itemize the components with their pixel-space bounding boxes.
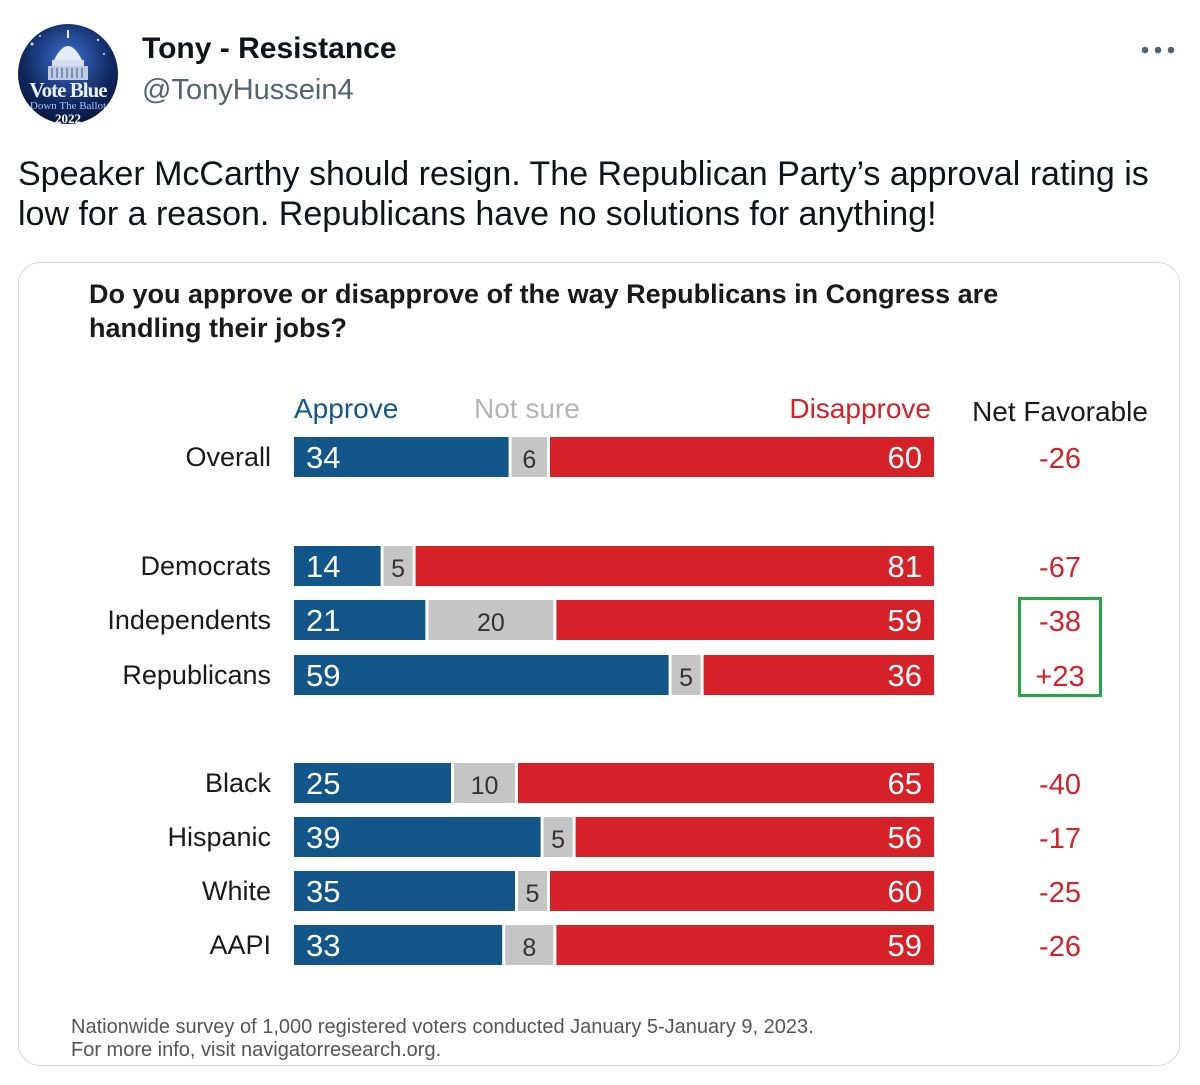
bar-approve-white [294, 871, 515, 911]
bar-not-sure-republicans [671, 655, 701, 695]
bar-approve-black [294, 763, 451, 803]
bar-label-approve-aapi: 33 [306, 928, 340, 963]
avatar[interactable]: Vote Blue Down The Ballot 2022 [18, 24, 118, 124]
bar-label-not-sure-black: 10 [471, 772, 499, 800]
bar-not-sure-black [454, 763, 515, 803]
bar-disapprove-overall [550, 437, 934, 477]
media-card[interactable]: Do you approve or disapprove of the way … [18, 262, 1180, 1066]
bar-label-disapprove-republicans: 36 [888, 658, 922, 693]
bar-label-not-sure-republicans: 5 [679, 664, 693, 692]
legend-not-sure: Not sure [474, 393, 580, 424]
user-handle[interactable]: @TonyHussein4 [142, 74, 354, 106]
legend-disapprove: Disapprove [789, 393, 931, 424]
bar-not-sure-hispanic [543, 817, 573, 857]
more-dots-icon [1141, 46, 1175, 54]
bar-label-approve-democrats: 14 [306, 549, 340, 584]
bar-label-disapprove-overall: 60 [888, 440, 922, 475]
bar-disapprove-democrats [415, 546, 935, 586]
bar-label-approve-overall: 34 [306, 440, 340, 475]
bar-label-disapprove-black: 65 [888, 766, 922, 801]
bar-label-approve-hispanic: 39 [306, 820, 340, 855]
bar-disapprove-white [550, 871, 934, 911]
row-label-democrats: Democrats [140, 551, 271, 581]
bar-label-disapprove-hispanic: 56 [888, 820, 922, 855]
bar-label-not-sure-overall: 6 [522, 446, 536, 474]
bar-label-not-sure-white: 5 [526, 880, 540, 908]
net-favorable-democrats: -67 [1039, 552, 1081, 584]
net-favorable-white: -25 [1039, 877, 1081, 909]
bar-disapprove-independents [556, 600, 934, 640]
bar-disapprove-black [518, 763, 934, 803]
approval-chart: Do you approve or disapprove of the way … [71, 279, 1148, 1061]
bar-not-sure-white [518, 871, 547, 911]
net-favorable-aapi: -26 [1039, 931, 1081, 963]
bar-approve-democrats [294, 546, 381, 586]
chart-title-line1: Do you approve or disapprove of the way … [89, 279, 998, 309]
bar-disapprove-hispanic [575, 817, 934, 857]
bar-not-sure-overall [511, 437, 547, 477]
net-favorable-header: Net Favorable [972, 396, 1148, 427]
net-favorable-overall: -26 [1039, 443, 1081, 475]
net-favorable-independents: -38 [1039, 606, 1081, 638]
bar-approve-overall [294, 437, 509, 477]
bar-approve-independents [294, 600, 426, 640]
bar-disapprove-republicans [703, 655, 934, 695]
display-name[interactable]: Tony - Resistance [142, 32, 397, 65]
bar-label-disapprove-aapi: 59 [888, 928, 922, 963]
chart-title-line2: handling their jobs? [89, 313, 347, 343]
net-favorable-black: -40 [1039, 769, 1081, 801]
highlight-box [1018, 597, 1102, 697]
bar-label-not-sure-hispanic: 5 [551, 826, 565, 854]
row-label-black: Black [205, 768, 272, 798]
bar-not-sure-democrats [383, 546, 413, 586]
footnote-line2: For more info, visit navigatorresearch.o… [71, 1039, 441, 1061]
net-favorable-republicans: +23 [1035, 661, 1084, 693]
bar-label-not-sure-democrats: 5 [391, 555, 405, 583]
net-favorable-hispanic: -17 [1039, 823, 1081, 855]
bar-label-not-sure-aapi: 8 [522, 934, 536, 962]
avatar-line1: Vote Blue [29, 78, 107, 102]
bar-approve-aapi [294, 925, 503, 965]
row-label-white: White [202, 876, 271, 906]
avatar-line2: Down The Ballot [29, 100, 107, 112]
bar-label-approve-white: 35 [306, 874, 340, 909]
bar-label-disapprove-democrats: 81 [888, 549, 922, 584]
bar-approve-republicans [294, 655, 669, 695]
bar-not-sure-aapi [505, 925, 554, 965]
row-label-aapi: AAPI [209, 930, 271, 960]
bar-label-approve-black: 25 [306, 766, 340, 801]
bar-disapprove-aapi [556, 925, 934, 965]
avatar-line3: 2022 [55, 111, 81, 124]
more-options-button[interactable] [1136, 36, 1180, 64]
bar-label-approve-independents: 21 [306, 603, 340, 638]
tweet-text: Speaker McCarthy should resign. The Repu… [18, 155, 1149, 233]
bar-label-approve-republicans: 59 [306, 658, 340, 693]
legend-approve: Approve [294, 393, 398, 424]
row-label-republicans: Republicans [122, 660, 271, 690]
bar-approve-hispanic [294, 817, 541, 857]
capitol-dome-icon [30, 30, 105, 80]
row-label-independents: Independents [107, 605, 271, 635]
row-label-hispanic: Hispanic [167, 822, 271, 852]
bar-label-disapprove-independents: 59 [888, 603, 922, 638]
bar-not-sure-independents [428, 600, 554, 640]
footnote-line1: Nationwide survey of 1,000 registered vo… [71, 1016, 814, 1038]
bar-label-not-sure-independents: 20 [477, 609, 505, 637]
bar-label-disapprove-white: 60 [888, 874, 922, 909]
row-label-overall: Overall [185, 442, 271, 472]
